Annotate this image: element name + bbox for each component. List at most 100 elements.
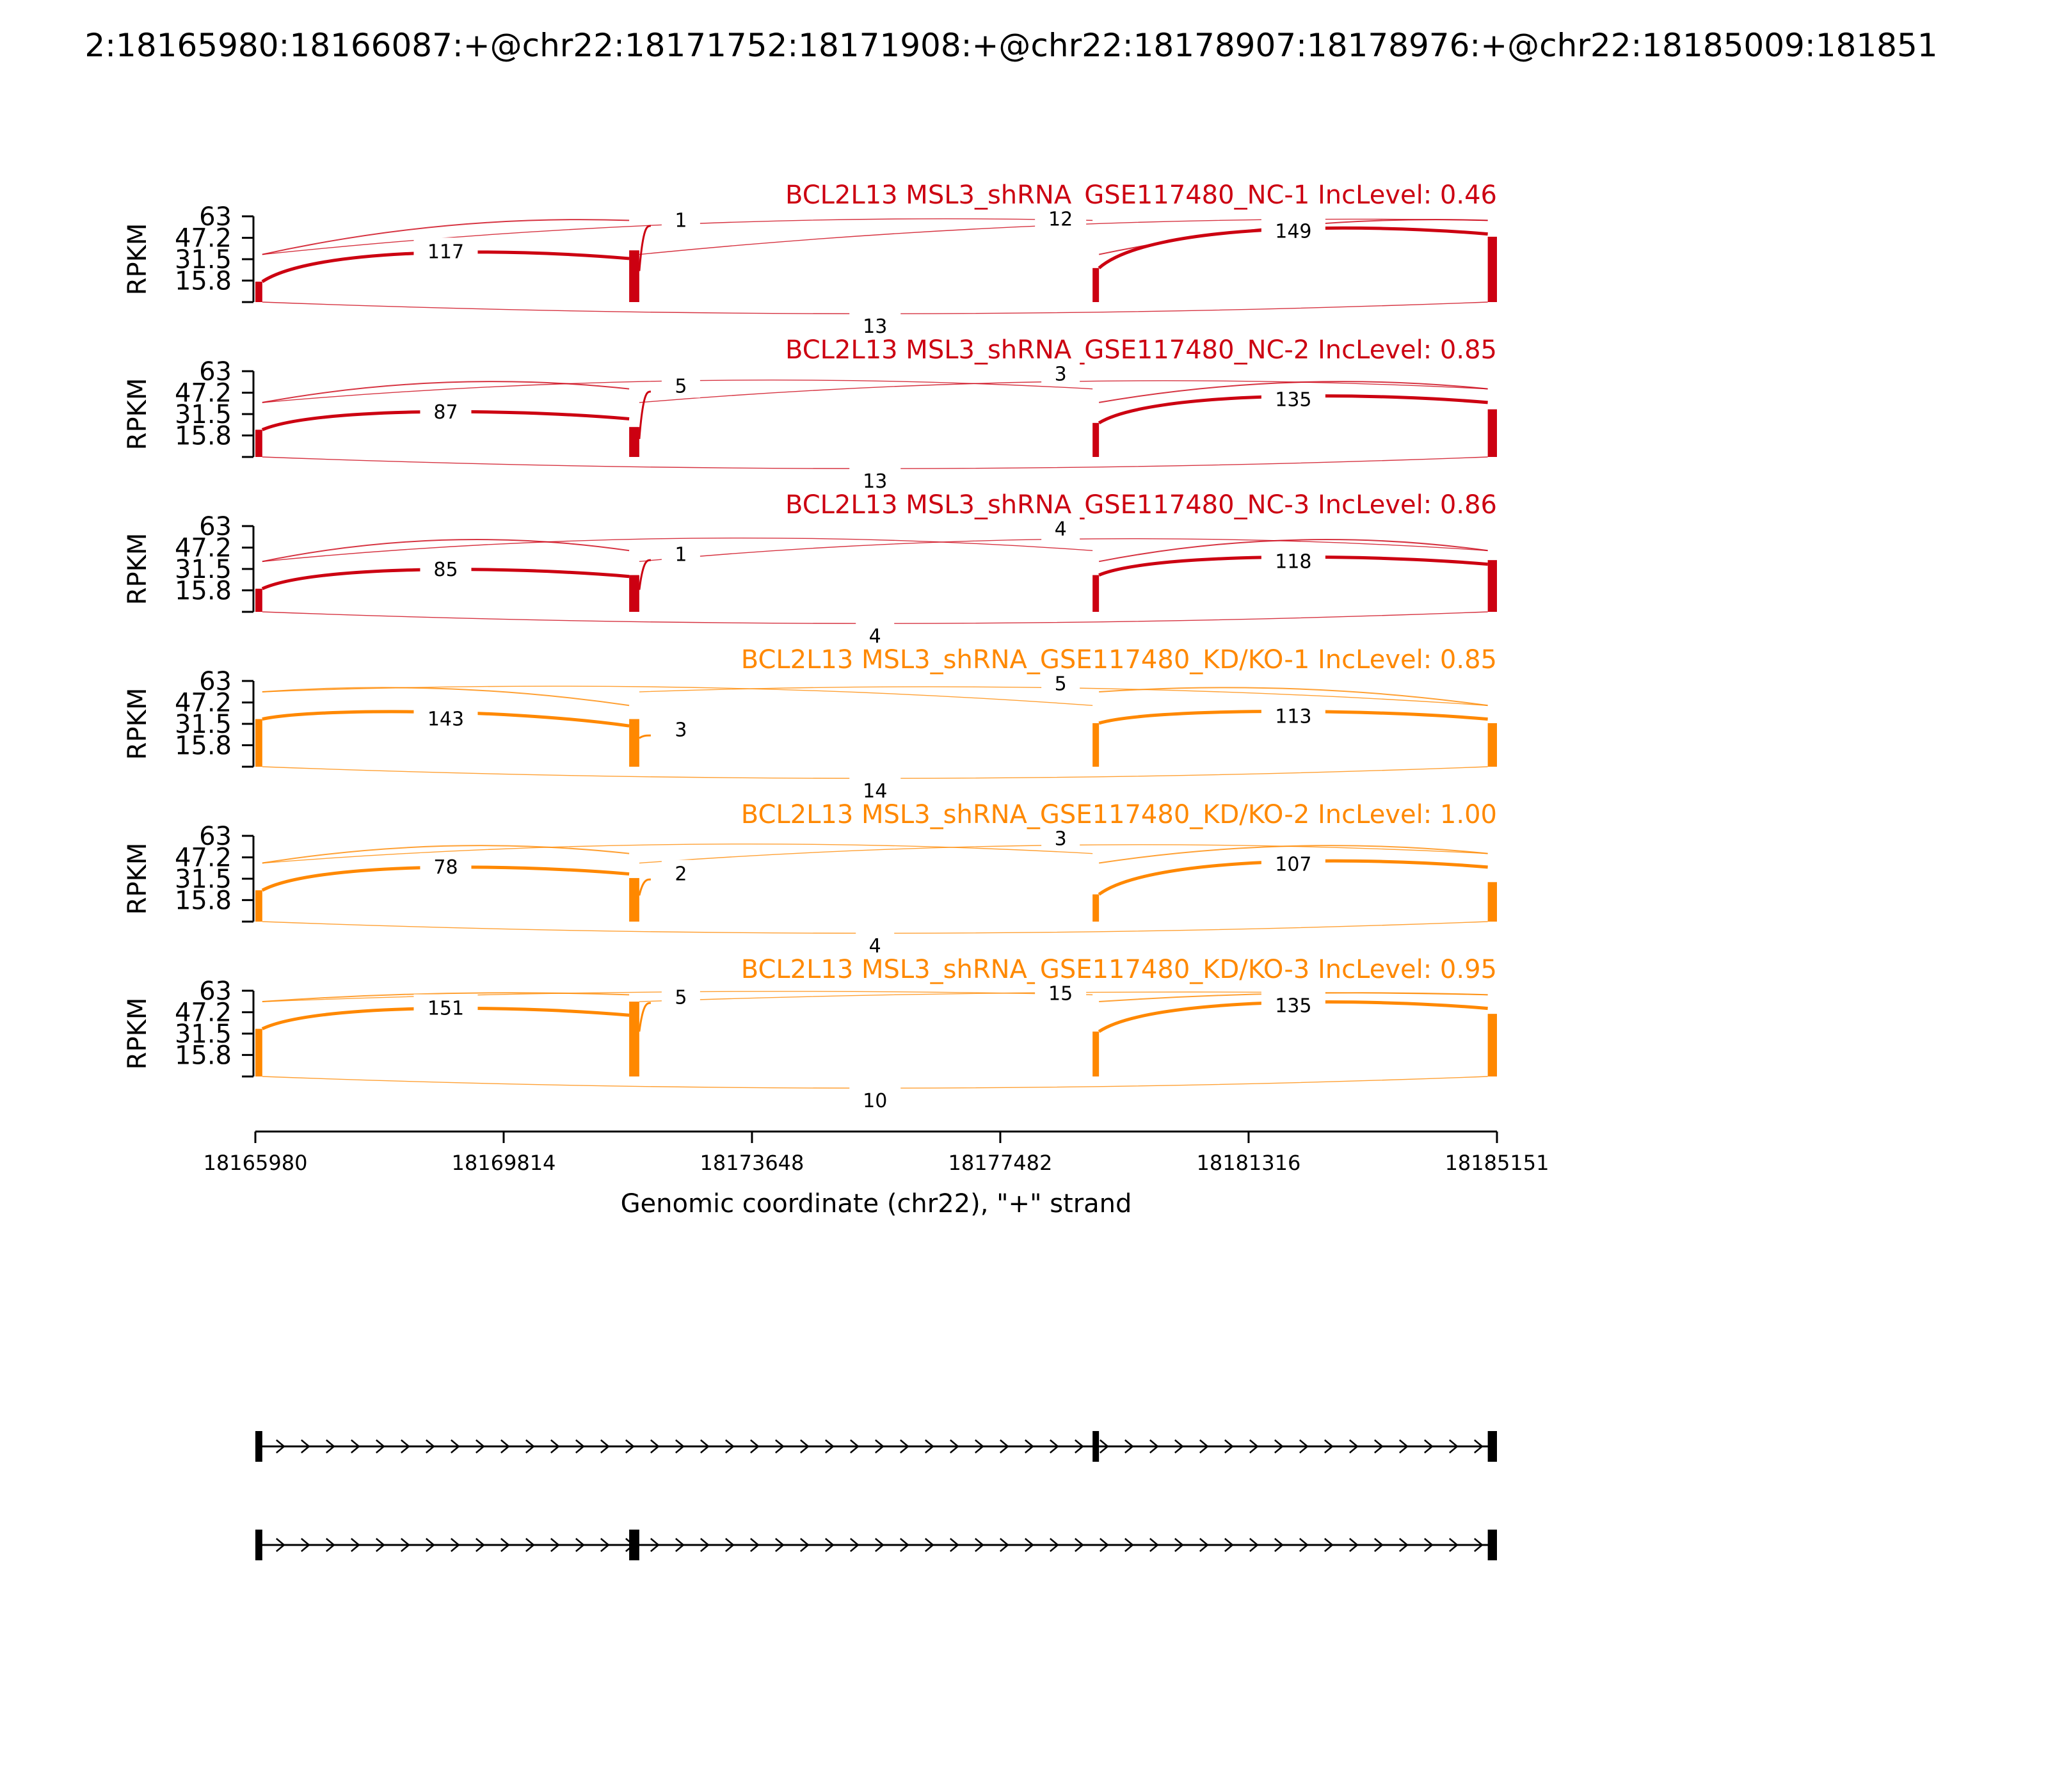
- panel-title: BCL2L13 MSL3_shRNA_GSE117480_NC-2 IncLev…: [785, 335, 1497, 365]
- panel-title: BCL2L13 MSL3_shRNA_GSE117480_NC-3 IncLev…: [785, 490, 1497, 520]
- strand-chevron: [351, 1439, 360, 1453]
- strand-chevron: [1174, 1439, 1184, 1453]
- strand-chevron: [550, 1439, 560, 1453]
- junction-label-bg: [661, 372, 700, 398]
- junction-arc: [262, 301, 1488, 314]
- junction-label-bg: [1261, 850, 1325, 876]
- junction-label-bg: [849, 777, 901, 803]
- strand-chevron: [900, 1538, 909, 1552]
- strand-chevron: [476, 1538, 485, 1552]
- junction-label: 149: [1275, 220, 1311, 243]
- strand-chevron: [1050, 1538, 1059, 1552]
- y-tick-label: 47.2: [175, 379, 232, 408]
- junction-label-bg: [661, 860, 700, 886]
- strand-chevron: [625, 1439, 635, 1453]
- y-tick-label: 63: [199, 202, 232, 232]
- junction-label-bg: [849, 312, 901, 338]
- exon-block: [629, 1530, 639, 1560]
- y-tick-label: 63: [199, 822, 232, 851]
- junction-arc: [262, 687, 630, 707]
- panel-title: BCL2L13 MSL3_shRNA_GSE117480_NC-1 IncLev…: [785, 180, 1497, 210]
- y-tick-label: 63: [199, 977, 232, 1006]
- strand-chevron: [1424, 1538, 1434, 1552]
- coverage-line: [638, 559, 651, 590]
- strand-chevron: [575, 1538, 585, 1552]
- junction-label-bg: [661, 983, 700, 1009]
- y-tick-label: 15.8: [175, 421, 232, 451]
- transcript: [255, 1431, 1497, 1462]
- junction-label-bg: [1261, 547, 1325, 573]
- strand-chevron: [825, 1439, 835, 1453]
- y-tick-label: 63: [199, 667, 232, 696]
- strand-chevron: [1050, 1439, 1059, 1453]
- exon-coverage: [255, 719, 262, 767]
- strand-chevron: [650, 1538, 660, 1552]
- y-tick-label: 31.5: [175, 555, 232, 584]
- strand-chevron: [925, 1538, 934, 1552]
- strand-chevron: [1124, 1538, 1134, 1552]
- strand-chevron: [476, 1439, 485, 1453]
- exon-coverage: [255, 1028, 262, 1076]
- strand-chevron: [525, 1439, 535, 1453]
- strand-chevron: [1424, 1439, 1434, 1453]
- y-tick-label: 47.2: [175, 689, 232, 718]
- strand-chevron: [1075, 1538, 1084, 1552]
- junction-label: 5: [675, 987, 687, 1009]
- y-axis-label: RPKM: [123, 378, 152, 451]
- coverage-line: [639, 734, 651, 739]
- exon-coverage: [629, 719, 639, 767]
- strand-chevron: [1399, 1439, 1409, 1453]
- strand-chevron: [1025, 1439, 1034, 1453]
- strand-chevron: [1274, 1538, 1284, 1552]
- junction-arc: [262, 537, 1093, 562]
- strand-chevron: [750, 1538, 760, 1552]
- junction-arc: [262, 685, 1093, 706]
- strand-chevron: [725, 1538, 735, 1552]
- junction-label-bg: [1035, 979, 1087, 1005]
- junction-label: 118: [1275, 550, 1311, 573]
- x-axis-label: Genomic coordinate (chr22), "+" strand: [621, 1189, 1132, 1219]
- x-tick-label: 18177482: [948, 1151, 1053, 1175]
- junction-arc: [262, 921, 1488, 934]
- strand-chevron: [1025, 1538, 1034, 1552]
- junction-label-bg: [413, 994, 478, 1020]
- strand-chevron: [1274, 1439, 1284, 1453]
- junction-arc: [1098, 845, 1488, 864]
- y-tick-label: 63: [199, 357, 232, 387]
- junction-label: 13: [863, 316, 887, 338]
- junction-label: 5: [1055, 673, 1067, 695]
- junction-label-bg: [413, 237, 478, 264]
- junction-label: 117: [428, 241, 464, 263]
- strand-chevron: [1449, 1538, 1459, 1552]
- strand-chevron: [700, 1538, 710, 1552]
- strand-chevron: [1324, 1439, 1334, 1453]
- y-tick-label: 15.8: [175, 1041, 232, 1070]
- y-tick-label: 47.2: [175, 998, 232, 1028]
- junction-label: 10: [863, 1090, 887, 1112]
- strand-chevron: [1474, 1538, 1484, 1552]
- x-tick-label: 18169814: [452, 1151, 556, 1175]
- strand-chevron: [1449, 1439, 1459, 1453]
- strand-chevron: [700, 1439, 710, 1453]
- junction-label-bg: [661, 206, 700, 232]
- strand-chevron: [1399, 1538, 1409, 1552]
- coverage-line: [261, 568, 630, 591]
- strand-chevron: [850, 1439, 860, 1453]
- strand-chevron: [500, 1538, 510, 1552]
- strand-chevron: [975, 1538, 984, 1552]
- strand-chevron: [1000, 1439, 1009, 1453]
- exon-coverage: [1092, 1031, 1100, 1076]
- strand-chevron: [426, 1538, 435, 1552]
- strand-chevron: [1249, 1439, 1259, 1453]
- junction-label: 143: [428, 708, 464, 731]
- y-tick-label: 47.2: [175, 224, 232, 253]
- y-tick-label: 47.2: [175, 844, 232, 873]
- strand-chevron: [750, 1439, 760, 1453]
- exon-coverage: [1487, 1014, 1497, 1076]
- strand-chevron: [775, 1538, 785, 1552]
- junction-label: 3: [675, 719, 687, 742]
- strand-chevron: [1149, 1538, 1159, 1552]
- panel-title: BCL2L13 MSL3_shRNA_GSE117480_KD/KO-3 Inc…: [741, 955, 1497, 984]
- strand-chevron: [975, 1439, 984, 1453]
- junction-label: 3: [1055, 828, 1067, 850]
